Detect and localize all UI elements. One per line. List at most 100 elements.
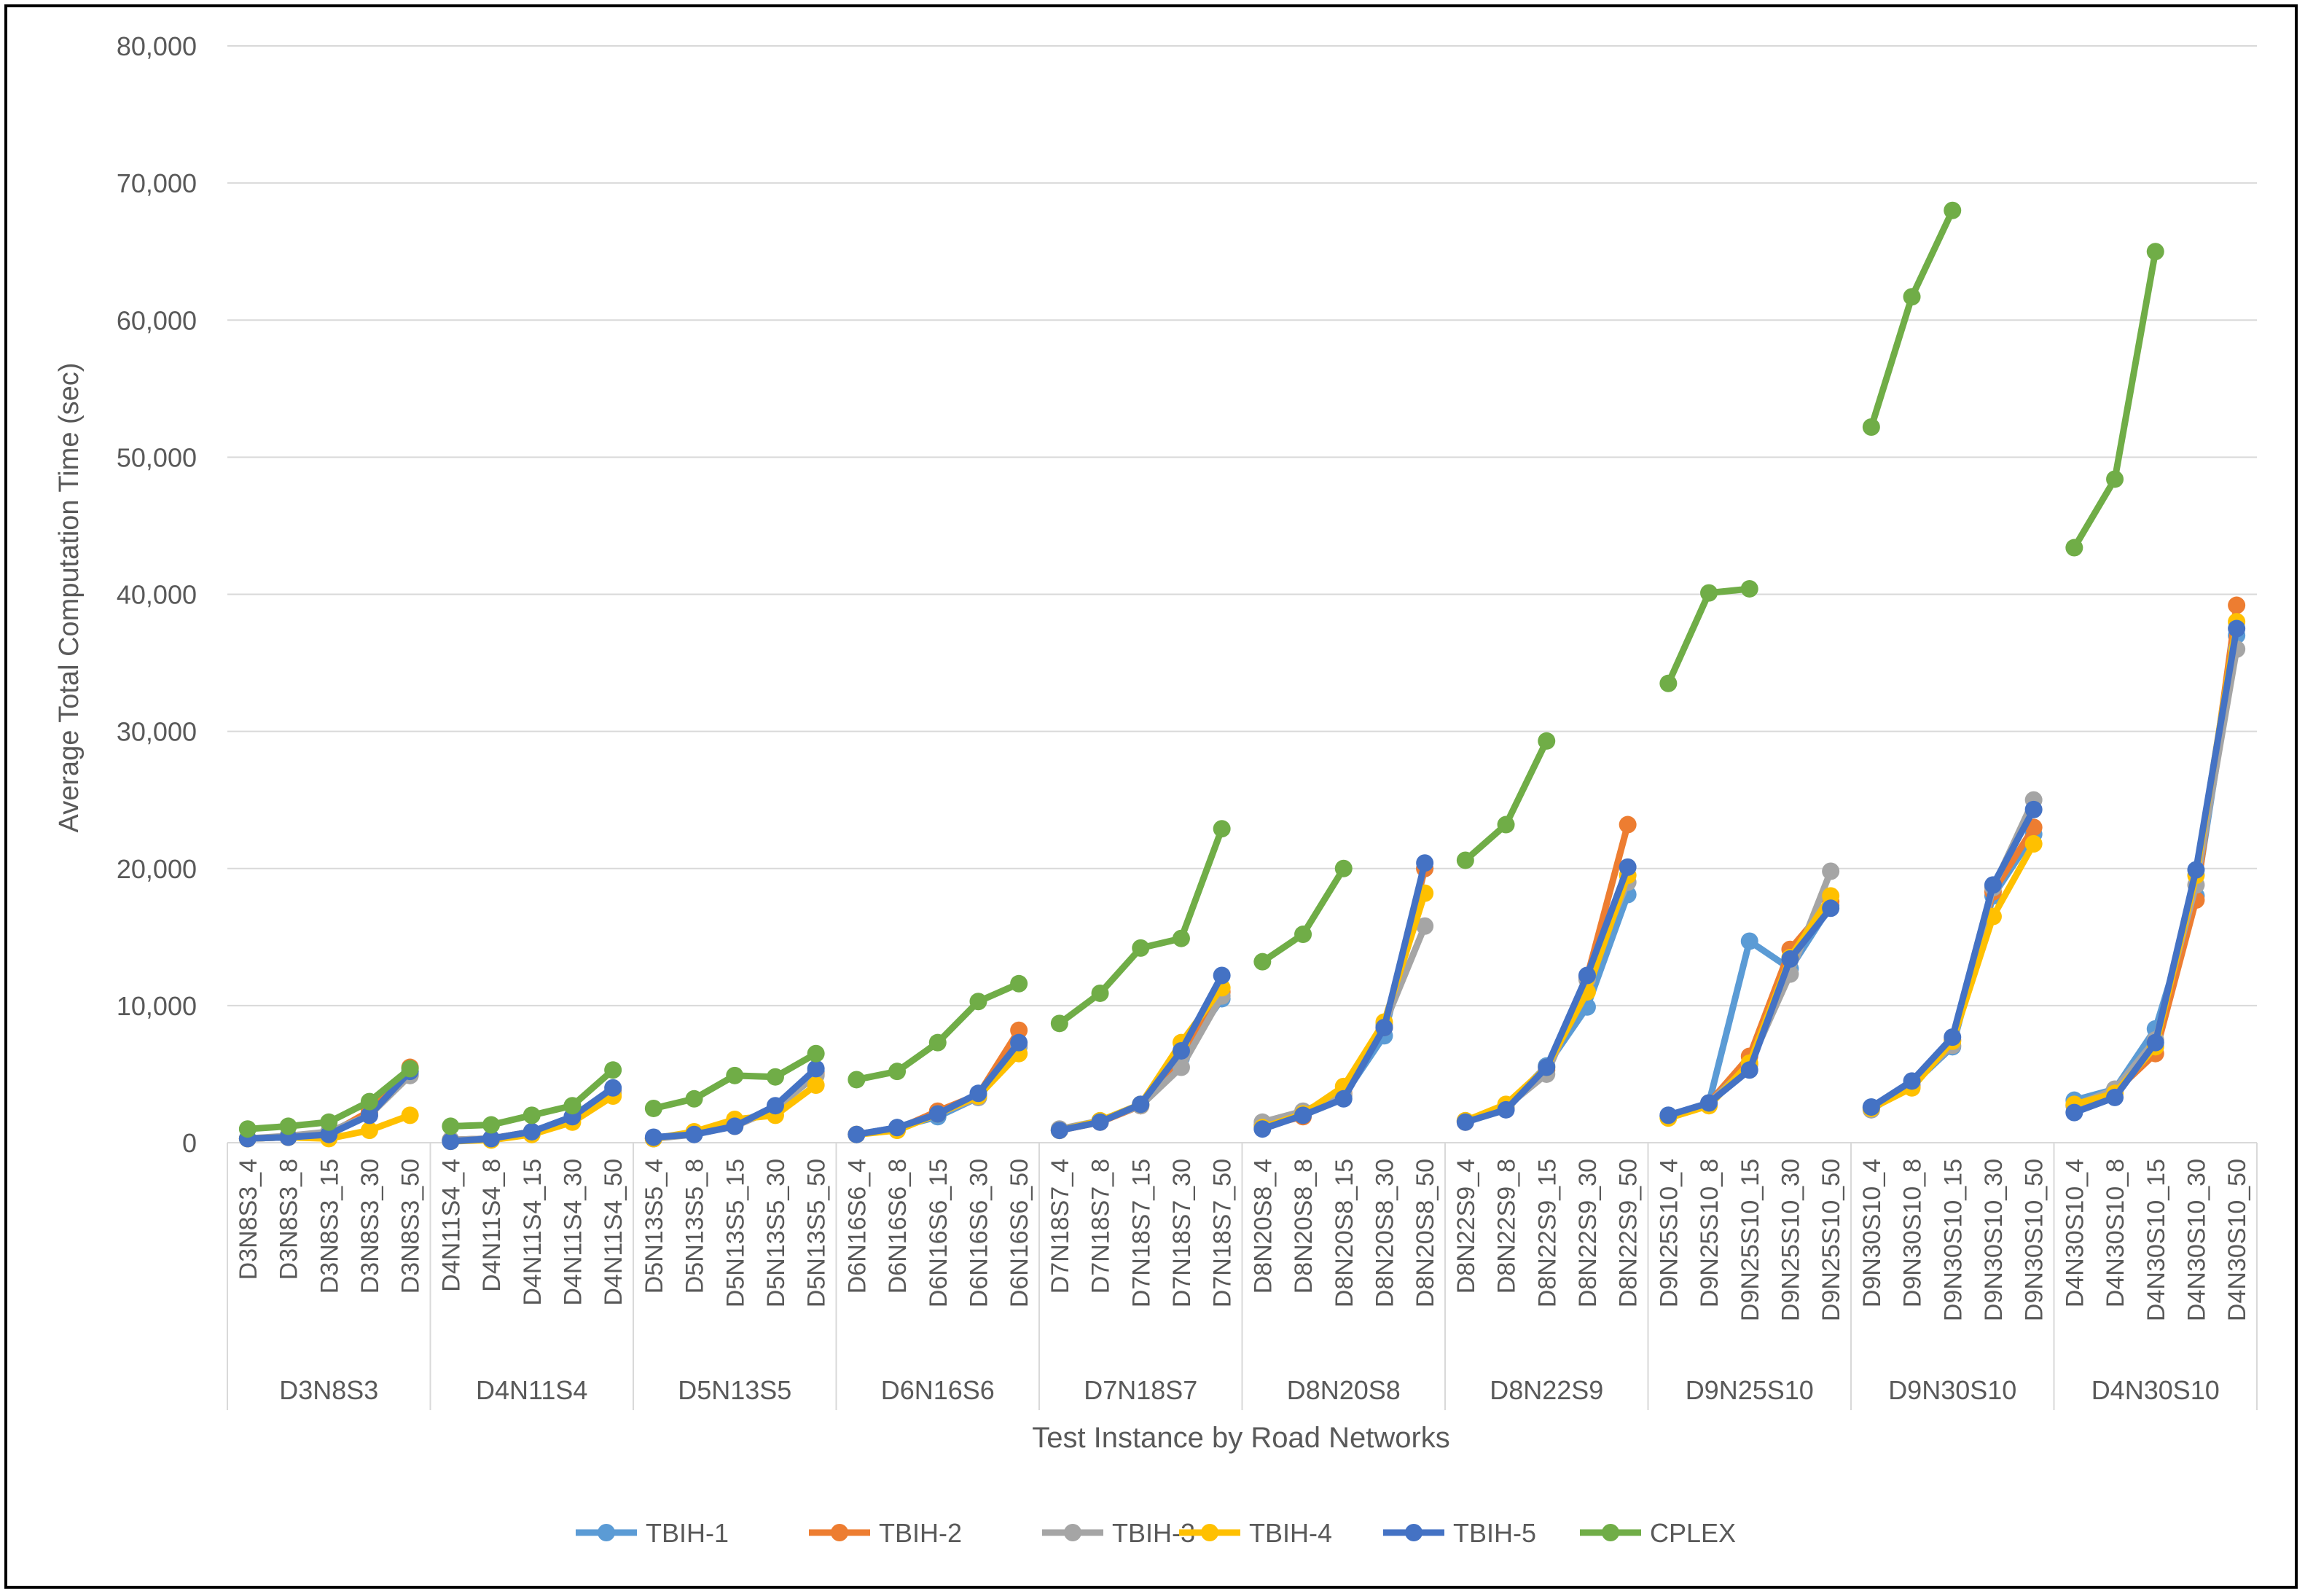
data-point [2187, 861, 2205, 879]
x-tick-label: D8N20S8_8 [1290, 1159, 1318, 1294]
data-point [563, 1097, 582, 1115]
data-point [523, 1106, 541, 1124]
x-tick-label: D7N18S7_50 [1209, 1159, 1237, 1307]
data-point [1497, 815, 1515, 834]
data-point [2024, 834, 2043, 853]
data-point [928, 1033, 947, 1052]
data-point [279, 1117, 297, 1135]
x-tick-label: D6N16S6_15 [925, 1159, 952, 1307]
legend-item: CPLEX [1580, 1518, 1736, 1548]
data-point [1862, 1098, 1880, 1116]
data-point [604, 1061, 622, 1079]
data-point [482, 1116, 501, 1134]
data-point [1740, 932, 1758, 950]
legend-label: TBIH-2 [879, 1518, 962, 1548]
data-point [604, 1079, 622, 1097]
series-line [1664, 868, 1834, 1120]
x-tick-label: D9N25S10_50 [1817, 1159, 1845, 1321]
data-point [1416, 854, 1434, 872]
data-point [1334, 859, 1353, 877]
x-tick-label: D8N22S9_8 [1493, 1159, 1521, 1294]
group-label: D7N18S7 [1084, 1375, 1197, 1405]
series-line [1868, 831, 2038, 1111]
x-tick-label: D8N22S9_30 [1574, 1159, 1602, 1307]
x-tick-label: D7N18S7_4 [1046, 1159, 1074, 1294]
group-label: D3N8S3 [279, 1375, 378, 1405]
data-point [1944, 1028, 1962, 1047]
data-point [1213, 820, 1231, 838]
x-tick-label: D6N16S6_4 [843, 1159, 871, 1294]
x-tick-label: D8N20S8_4 [1249, 1159, 1277, 1294]
data-point [766, 1068, 784, 1086]
group-label: D9N30S10 [1888, 1375, 2016, 1405]
x-tick-label: D8N22S9_15 [1533, 1159, 1561, 1307]
data-point [2106, 1088, 2124, 1106]
x-tick-label: D9N25S10_30 [1777, 1159, 1804, 1321]
data-point [320, 1113, 338, 1131]
x-axis-title: Test Instance by Road Networks [1032, 1422, 1450, 1454]
x-tick-label: D9N30S10_50 [2021, 1159, 2048, 1321]
legend: TBIH-1 TBIH-2 TBIH-3 TBIH-4 TBIH-5 CPLEX [576, 1518, 1736, 1548]
data-point [523, 1122, 541, 1141]
x-tick-label: D3N8S3_4 [235, 1159, 262, 1280]
x-tick-label: D6N16S6_30 [965, 1159, 993, 1307]
data-point [1822, 899, 1840, 918]
data-point [766, 1097, 784, 1115]
data-point [1050, 1014, 1068, 1033]
series-tbih-2 [238, 596, 2246, 1149]
data-point [644, 1099, 662, 1117]
series-line [1462, 738, 1550, 864]
x-tick-label: D9N25S10_8 [1696, 1159, 1723, 1307]
y-tick-label: 50,000 [117, 442, 197, 472]
y-axis: 0 10,000 20,000 30,000 40,000 50,000 60,000 70,… [117, 31, 197, 1158]
y-tick-label: 10,000 [117, 991, 197, 1021]
data-point [401, 1060, 419, 1078]
legend-label: CPLEX [1650, 1518, 1736, 1548]
x-tick-label: D4N30S10_15 [2142, 1159, 2170, 1321]
legend-marker [1064, 1524, 1081, 1541]
x-tick-label: D5N13S5_50 [803, 1159, 831, 1307]
data-point [644, 1128, 662, 1146]
legend-item: TBIH-4 [1179, 1518, 1332, 1548]
series-line [1664, 585, 1753, 687]
data-point [401, 1106, 419, 1124]
x-tick-label: D3N8S3_15 [316, 1159, 343, 1294]
group-label: D6N16S6 [881, 1375, 995, 1405]
legend-item: TBIH-1 [576, 1518, 729, 1548]
group-label: D4N11S4 [476, 1375, 587, 1405]
y-tick-label: 60,000 [117, 305, 197, 335]
x-tick-label: D6N16S6_50 [1006, 1159, 1033, 1307]
x-axis: D3N8S3_4 D3N8S3_8 D3N8S3_15 D3N8S3_30 D3N8S3… [227, 1142, 2258, 1410]
x-tick-label: D9N25S10_4 [1655, 1159, 1683, 1307]
x-tick-label: D5N13S5_30 [762, 1159, 790, 1307]
data-point [238, 1120, 257, 1138]
legend-marker [598, 1524, 615, 1541]
x-tick-label: D5N13S5_15 [721, 1159, 749, 1307]
data-point [1091, 984, 1109, 1002]
data-point [685, 1125, 703, 1143]
data-point [2065, 1103, 2083, 1122]
series-tbih-1 [238, 626, 2246, 1149]
data-point [1010, 1021, 1028, 1039]
legend-marker [1405, 1524, 1422, 1541]
group-label: D8N20S8 [1287, 1375, 1401, 1405]
data-point [2228, 619, 2246, 638]
data-point [1172, 929, 1190, 947]
series-line [1868, 824, 2038, 1112]
data-point [1822, 887, 1840, 905]
data-point [848, 1071, 866, 1089]
data-point [1375, 1018, 1393, 1036]
series-line [1868, 840, 2038, 1112]
data-point [1822, 862, 1840, 880]
x-tick-label: D8N20S8_30 [1371, 1159, 1398, 1307]
chart-frame [4, 4, 2298, 1589]
legend-item: TBIH-2 [809, 1518, 962, 1548]
data-point [360, 1122, 378, 1140]
legend-marker [1602, 1524, 1619, 1541]
data-point [888, 1119, 907, 1137]
data-point [360, 1106, 378, 1124]
x-tick-label: D7N18S7_30 [1168, 1159, 1196, 1307]
data-point [807, 1076, 825, 1094]
series-tbih-4 [238, 613, 2246, 1151]
data-point [2146, 243, 2164, 261]
